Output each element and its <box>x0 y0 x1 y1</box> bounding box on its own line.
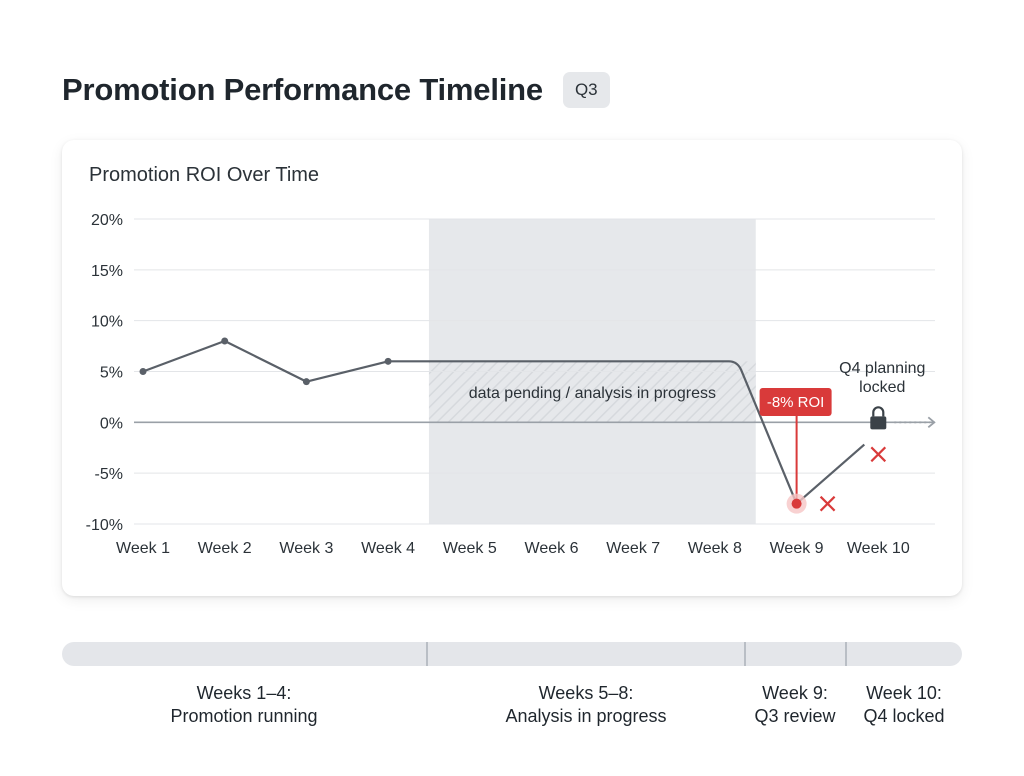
roi-chart: 20% 15% 10% 5% 0% -5% -10% Week 1 Week 2 Week 3 W… <box>86 212 936 557</box>
y-tick-label: 15% <box>91 263 123 280</box>
locked-text-line2: locked <box>859 379 905 396</box>
series-line-promotion-roi <box>142 339 798 505</box>
x-tick-label: Week 6 <box>525 540 579 557</box>
data-point <box>384 357 392 365</box>
phase-label-running: Weeks 1–4: Promotion running <box>170 682 317 728</box>
phase-label-line1: Week 10: <box>866 683 942 703</box>
x-tick-label: Week 2 <box>198 540 252 557</box>
phase-divider <box>426 642 428 666</box>
roi-label-box <box>759 388 832 416</box>
page-header: Promotion Performance Timeline Q3 <box>62 72 610 108</box>
quarter-badge[interactable]: Q3 <box>562 72 610 108</box>
pending-text: data pending / analysis in progress <box>469 385 716 402</box>
phase-label-line1: Weeks 5–8: <box>538 683 634 703</box>
y-tick-label: -5% <box>95 466 123 483</box>
chart-card: Promotion ROI Over Time 20% 15% 10% 5% 0% -5%… <box>62 140 962 596</box>
phase-label-line2: Q4 locked <box>863 706 945 726</box>
x-tick-label: Week 3 <box>279 540 333 557</box>
phase-bar <box>62 642 962 666</box>
locked-text-line1: Q4 planning <box>839 360 925 377</box>
data-point <box>139 368 147 375</box>
series-line-recovery <box>795 443 866 505</box>
x-tick-label: Week 9 <box>770 540 824 557</box>
phase-divider <box>845 642 847 666</box>
y-tick-label: -10% <box>86 517 123 534</box>
x-tick-label: Week 7 <box>606 540 660 557</box>
phase-label-locked: Week 10: Q4 locked <box>863 682 944 728</box>
lock-icon <box>870 416 887 430</box>
x-tick-label: Week 1 <box>116 540 170 557</box>
blocked-x-icon <box>870 446 887 463</box>
page-title: Promotion Performance Timeline <box>62 72 543 107</box>
roi-point <box>791 498 802 509</box>
phase-divider <box>744 642 746 666</box>
y-tick-label: 20% <box>91 212 123 229</box>
y-tick-label: 5% <box>100 365 123 382</box>
phase-label-line2: Q3 review <box>754 706 836 726</box>
phase-label-analysis: Weeks 5–8: Analysis in progress <box>505 682 666 728</box>
y-tick-label: 0% <box>100 415 123 432</box>
y-tick-label: 10% <box>91 314 123 331</box>
phase-label-line1: Week 9: <box>762 683 828 703</box>
data-point <box>221 337 229 345</box>
arrow-head-icon <box>927 416 936 429</box>
x-tick-label: Week 10 <box>847 540 910 557</box>
lock-icon <box>872 406 885 417</box>
x-tick-label: Week 8 <box>688 540 742 557</box>
roi-label: -8% ROI <box>767 394 825 411</box>
data-point <box>302 378 310 386</box>
phase-label-line2: Promotion running <box>170 706 318 726</box>
phase-label-line1: Weeks 1–4: <box>196 683 292 703</box>
x-tick-label: Week 4 <box>361 540 415 557</box>
fail-x-icon <box>819 495 836 512</box>
phase-label-review: Week 9: Q3 review <box>754 682 835 728</box>
phase-label-line2: Analysis in progress <box>505 706 667 726</box>
chart-title: Promotion ROI Over Time <box>89 164 320 186</box>
x-tick-label: Week 5 <box>443 540 497 557</box>
